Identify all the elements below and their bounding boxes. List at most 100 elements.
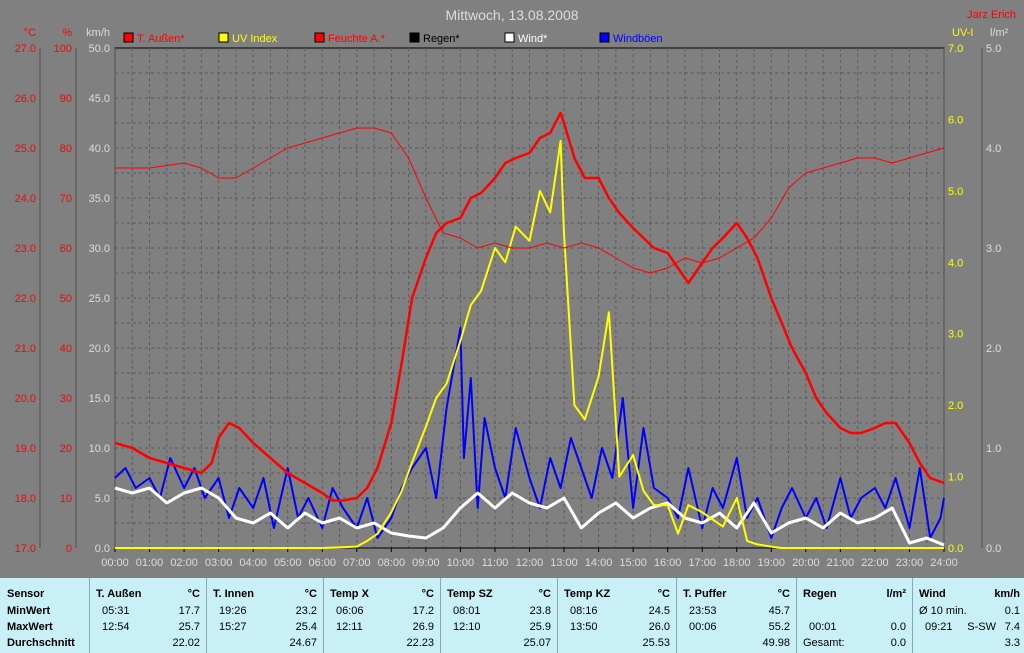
- y-tick-label-temp: 23.0: [15, 243, 36, 255]
- sensor-min: 24.5: [648, 605, 670, 617]
- sensor-unit: °C: [777, 588, 790, 600]
- y-tick-label-wind: 10.0: [89, 443, 110, 455]
- sensor-min-time: 19:26: [219, 605, 247, 617]
- legend-label: T. Außen*: [137, 33, 185, 45]
- y-tick-label-rain: 1.0: [986, 443, 1001, 455]
- rain-total: 0.0: [890, 637, 906, 649]
- sensor-max-time: 12:11: [336, 621, 363, 633]
- sensor-max: 25.9: [529, 621, 551, 633]
- sensor-max-time: 12:10: [453, 621, 481, 633]
- sensor-avg: 25.53: [642, 637, 670, 649]
- y-tick-label-temp: 25.0: [15, 143, 36, 155]
- x-tick-label: 03:00: [205, 557, 233, 569]
- sensor-avg: 49.98: [762, 637, 790, 649]
- summary-label-min: MinWert: [7, 605, 51, 617]
- x-tick-label: 13:00: [550, 557, 578, 569]
- wind-dir: S-SW: [967, 621, 996, 633]
- legend-swatch: [314, 32, 325, 43]
- sensor-unit: °C: [657, 588, 670, 600]
- summary-label-max: MaxWert: [7, 621, 53, 633]
- rain-name: Regen: [803, 588, 837, 600]
- sensor-min: 23.8: [529, 605, 551, 617]
- sensor-unit: °C: [538, 588, 551, 600]
- y-tick-label-rain: 2.0: [986, 343, 1001, 355]
- y-tick-label-humidity: 0: [66, 543, 72, 555]
- x-tick-label: 10:00: [447, 557, 475, 569]
- x-tick-label: 14:00: [585, 557, 613, 569]
- legend-label: Regen*: [423, 33, 460, 45]
- y-tick-label-temp: 24.0: [15, 193, 36, 205]
- y-tick-label-humidity: 20: [60, 443, 72, 455]
- y-tick-label-temp: 18.0: [15, 493, 36, 505]
- series-line-wind-: [114, 486, 945, 547]
- x-tick-label: 06:00: [308, 557, 336, 569]
- legend-label: Windböen: [613, 33, 663, 45]
- x-tick-label: 07:00: [343, 557, 371, 569]
- x-tick-label: 12:00: [516, 557, 544, 569]
- y-tick-label-humidity: 60: [60, 243, 72, 255]
- y-tick-label-wind: 30.0: [89, 243, 110, 255]
- series-line-windb-en: [114, 327, 945, 539]
- wind-avg: 0.1: [1004, 605, 1020, 617]
- x-tick-label: 17:00: [688, 557, 716, 569]
- wind-unit: km/h: [994, 588, 1020, 600]
- sensor-avg: 25.07: [523, 637, 551, 649]
- chart-author: Jarz Erich: [967, 9, 1016, 21]
- sensor-min: 17.2: [412, 605, 434, 617]
- summary-column-sensor: T. Innen °C 19:26 23.2 15:27 25.4 24.67: [207, 578, 324, 653]
- y-tick-label-wind: 35.0: [89, 193, 110, 205]
- sensor-max: 55.2: [768, 621, 790, 633]
- summary-column-wind: Wind km/h Ø 10 min. 0.1 09:21 S-SW 7.4 3…: [913, 578, 1024, 653]
- series-line-t-au-en-: [114, 111, 945, 502]
- wind-name: Wind: [919, 588, 946, 600]
- x-tick-label: 23:00: [896, 557, 924, 569]
- rain-total-label: Gesamt:: [803, 637, 845, 649]
- x-tick-label: 09:00: [412, 557, 440, 569]
- y-tick-label-wind: 50.0: [89, 43, 110, 55]
- y-tick-label-uv: 7.0: [948, 43, 963, 55]
- sensor-max-time: 12:54: [102, 621, 130, 633]
- y-tick-label-uv: 1.0: [948, 472, 963, 484]
- summary-column-sensor: Temp KZ °C 08:16 24.5 13:50 26.0 25.53: [558, 578, 677, 653]
- y-tick-label-rain: 0.0: [986, 543, 1001, 555]
- y-tick-label-uv: 3.0: [948, 329, 963, 341]
- y-tick-label-wind: 0.0: [95, 543, 110, 555]
- y-tick-label-humidity: 70: [60, 193, 72, 205]
- sensor-name: Temp SZ: [447, 588, 493, 600]
- wind-max: 7.4: [1004, 621, 1020, 633]
- y-tick-label-temp: 26.0: [15, 93, 36, 105]
- sensor-min: 23.2: [295, 605, 317, 617]
- y-tick-label-humidity: 80: [60, 143, 72, 155]
- y-tick-label-humidity: 30: [60, 393, 72, 405]
- x-tick-label: 21:00: [827, 557, 855, 569]
- y-tick-label-uv: 4.0: [948, 257, 963, 269]
- y-tick-label-humidity: 50: [60, 293, 72, 305]
- summary-column-sensor: Temp X °C 06:06 17.2 12:11 26.9 22.23: [324, 578, 441, 653]
- x-tick-label: 05:00: [274, 557, 302, 569]
- axis-unit-temp: °C: [24, 27, 36, 39]
- y-tick-label-wind: 20.0: [89, 343, 110, 355]
- sensor-min-time: 08:01: [453, 605, 481, 617]
- y-tick-label-rain: 3.0: [986, 243, 1001, 255]
- legend-swatch: [409, 32, 420, 43]
- wind-day-avg: 3.3: [1004, 637, 1020, 649]
- y-tick-label-wind: 15.0: [89, 393, 110, 405]
- x-tick-label: 00:00: [101, 557, 129, 569]
- summary-column-sensor: Temp SZ °C 08:01 23.8 12:10 25.9 25.07: [441, 578, 558, 653]
- sensor-max-time: 15:27: [219, 621, 247, 633]
- sensor-min: 45.7: [768, 605, 790, 617]
- summary-label-avg: Durchschnitt: [7, 637, 75, 649]
- sensor-unit: °C: [304, 588, 317, 600]
- weather-chart: 00:00 01:00 02:00 03:00 04:00 05:00 06:00 07:00…: [14, 7, 1016, 569]
- axis-unit-rain: l/m²: [990, 27, 1009, 39]
- x-tick-label: 11:00: [482, 557, 509, 569]
- legend: T. Außen* UV Index Feuchte A.* Regen* Wind* W…: [123, 32, 663, 45]
- x-tick-label: 04:00: [239, 557, 267, 569]
- y-tick-label-uv: 5.0: [948, 186, 963, 198]
- wind-max-time: 09:21: [925, 621, 953, 633]
- x-tick-label: 16:00: [654, 557, 682, 569]
- y-tick-label-uv: 6.0: [948, 114, 963, 126]
- legend-label: Wind*: [518, 33, 548, 45]
- sensor-name: Temp KZ: [564, 588, 611, 600]
- sensor-unit: °C: [421, 588, 434, 600]
